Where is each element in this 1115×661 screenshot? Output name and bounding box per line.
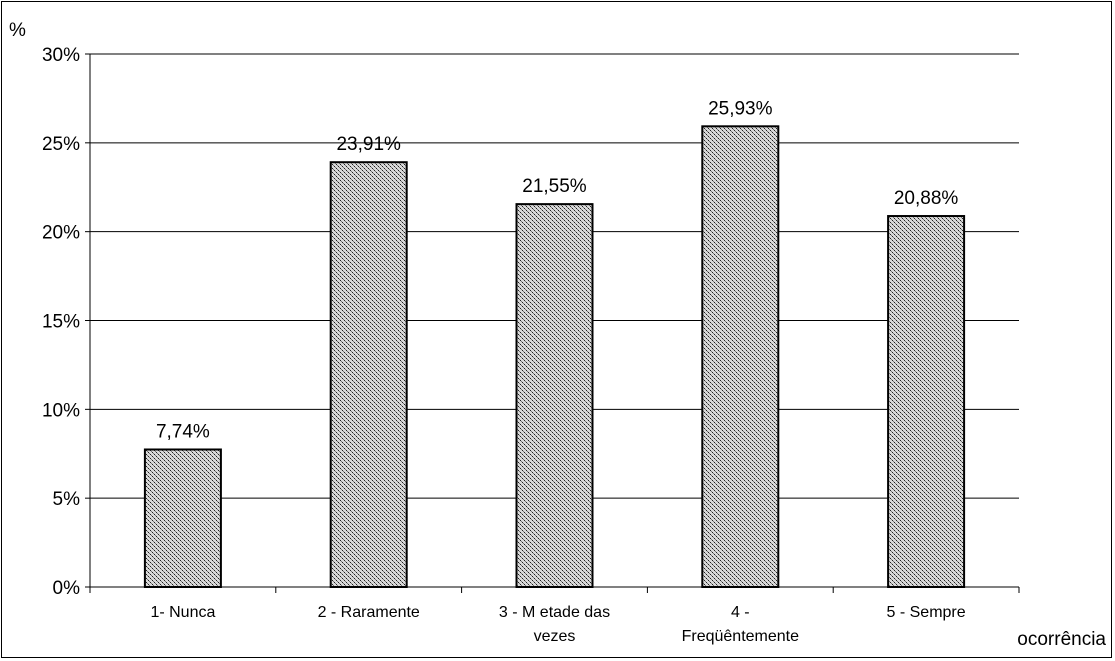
- bar: [701, 125, 780, 588]
- x-tick-label: vezes: [534, 628, 576, 645]
- x-tick-label: 4 -: [731, 604, 750, 621]
- bar-value-label: 7,74%: [156, 421, 210, 442]
- bar: [887, 215, 966, 588]
- x-axis-title: ocorrência: [1017, 629, 1106, 650]
- y-tick-label: 15%: [42, 312, 80, 333]
- gridlines: [90, 53, 1019, 499]
- bar-value-label: 25,93%: [708, 98, 773, 119]
- y-tick-label: 5%: [53, 489, 81, 510]
- bar-value-label: 23,91%: [336, 134, 401, 155]
- bars: [143, 125, 966, 588]
- bar: [329, 161, 408, 588]
- bar: [143, 448, 222, 588]
- bar: [515, 203, 594, 588]
- x-tick-label: 5 - Sempre: [887, 604, 966, 621]
- y-axis-title: %: [9, 20, 26, 41]
- y-tick-label: 10%: [42, 400, 80, 421]
- bar-value-label: 20,88%: [894, 188, 959, 209]
- x-tick-label: 2 - Raramente: [318, 604, 420, 621]
- x-tick-label: Freqüêntemente: [682, 628, 800, 645]
- bar-value-label: 21,55%: [522, 176, 587, 197]
- y-tick-label: 20%: [42, 223, 80, 244]
- y-tick-label: 30%: [42, 45, 80, 66]
- labels: 0% 5% 10% 15% 20% 25% 30% 7,74% 1- Nunca 23,91% 2 …: [9, 20, 1106, 650]
- x-tick-label: 1- Nunca: [150, 604, 215, 621]
- y-tick-label: 0%: [53, 578, 81, 599]
- axes: [85, 53, 1020, 593]
- y-tick-label: 25%: [42, 134, 80, 155]
- x-tick-label: 3 - M etade das: [499, 604, 610, 621]
